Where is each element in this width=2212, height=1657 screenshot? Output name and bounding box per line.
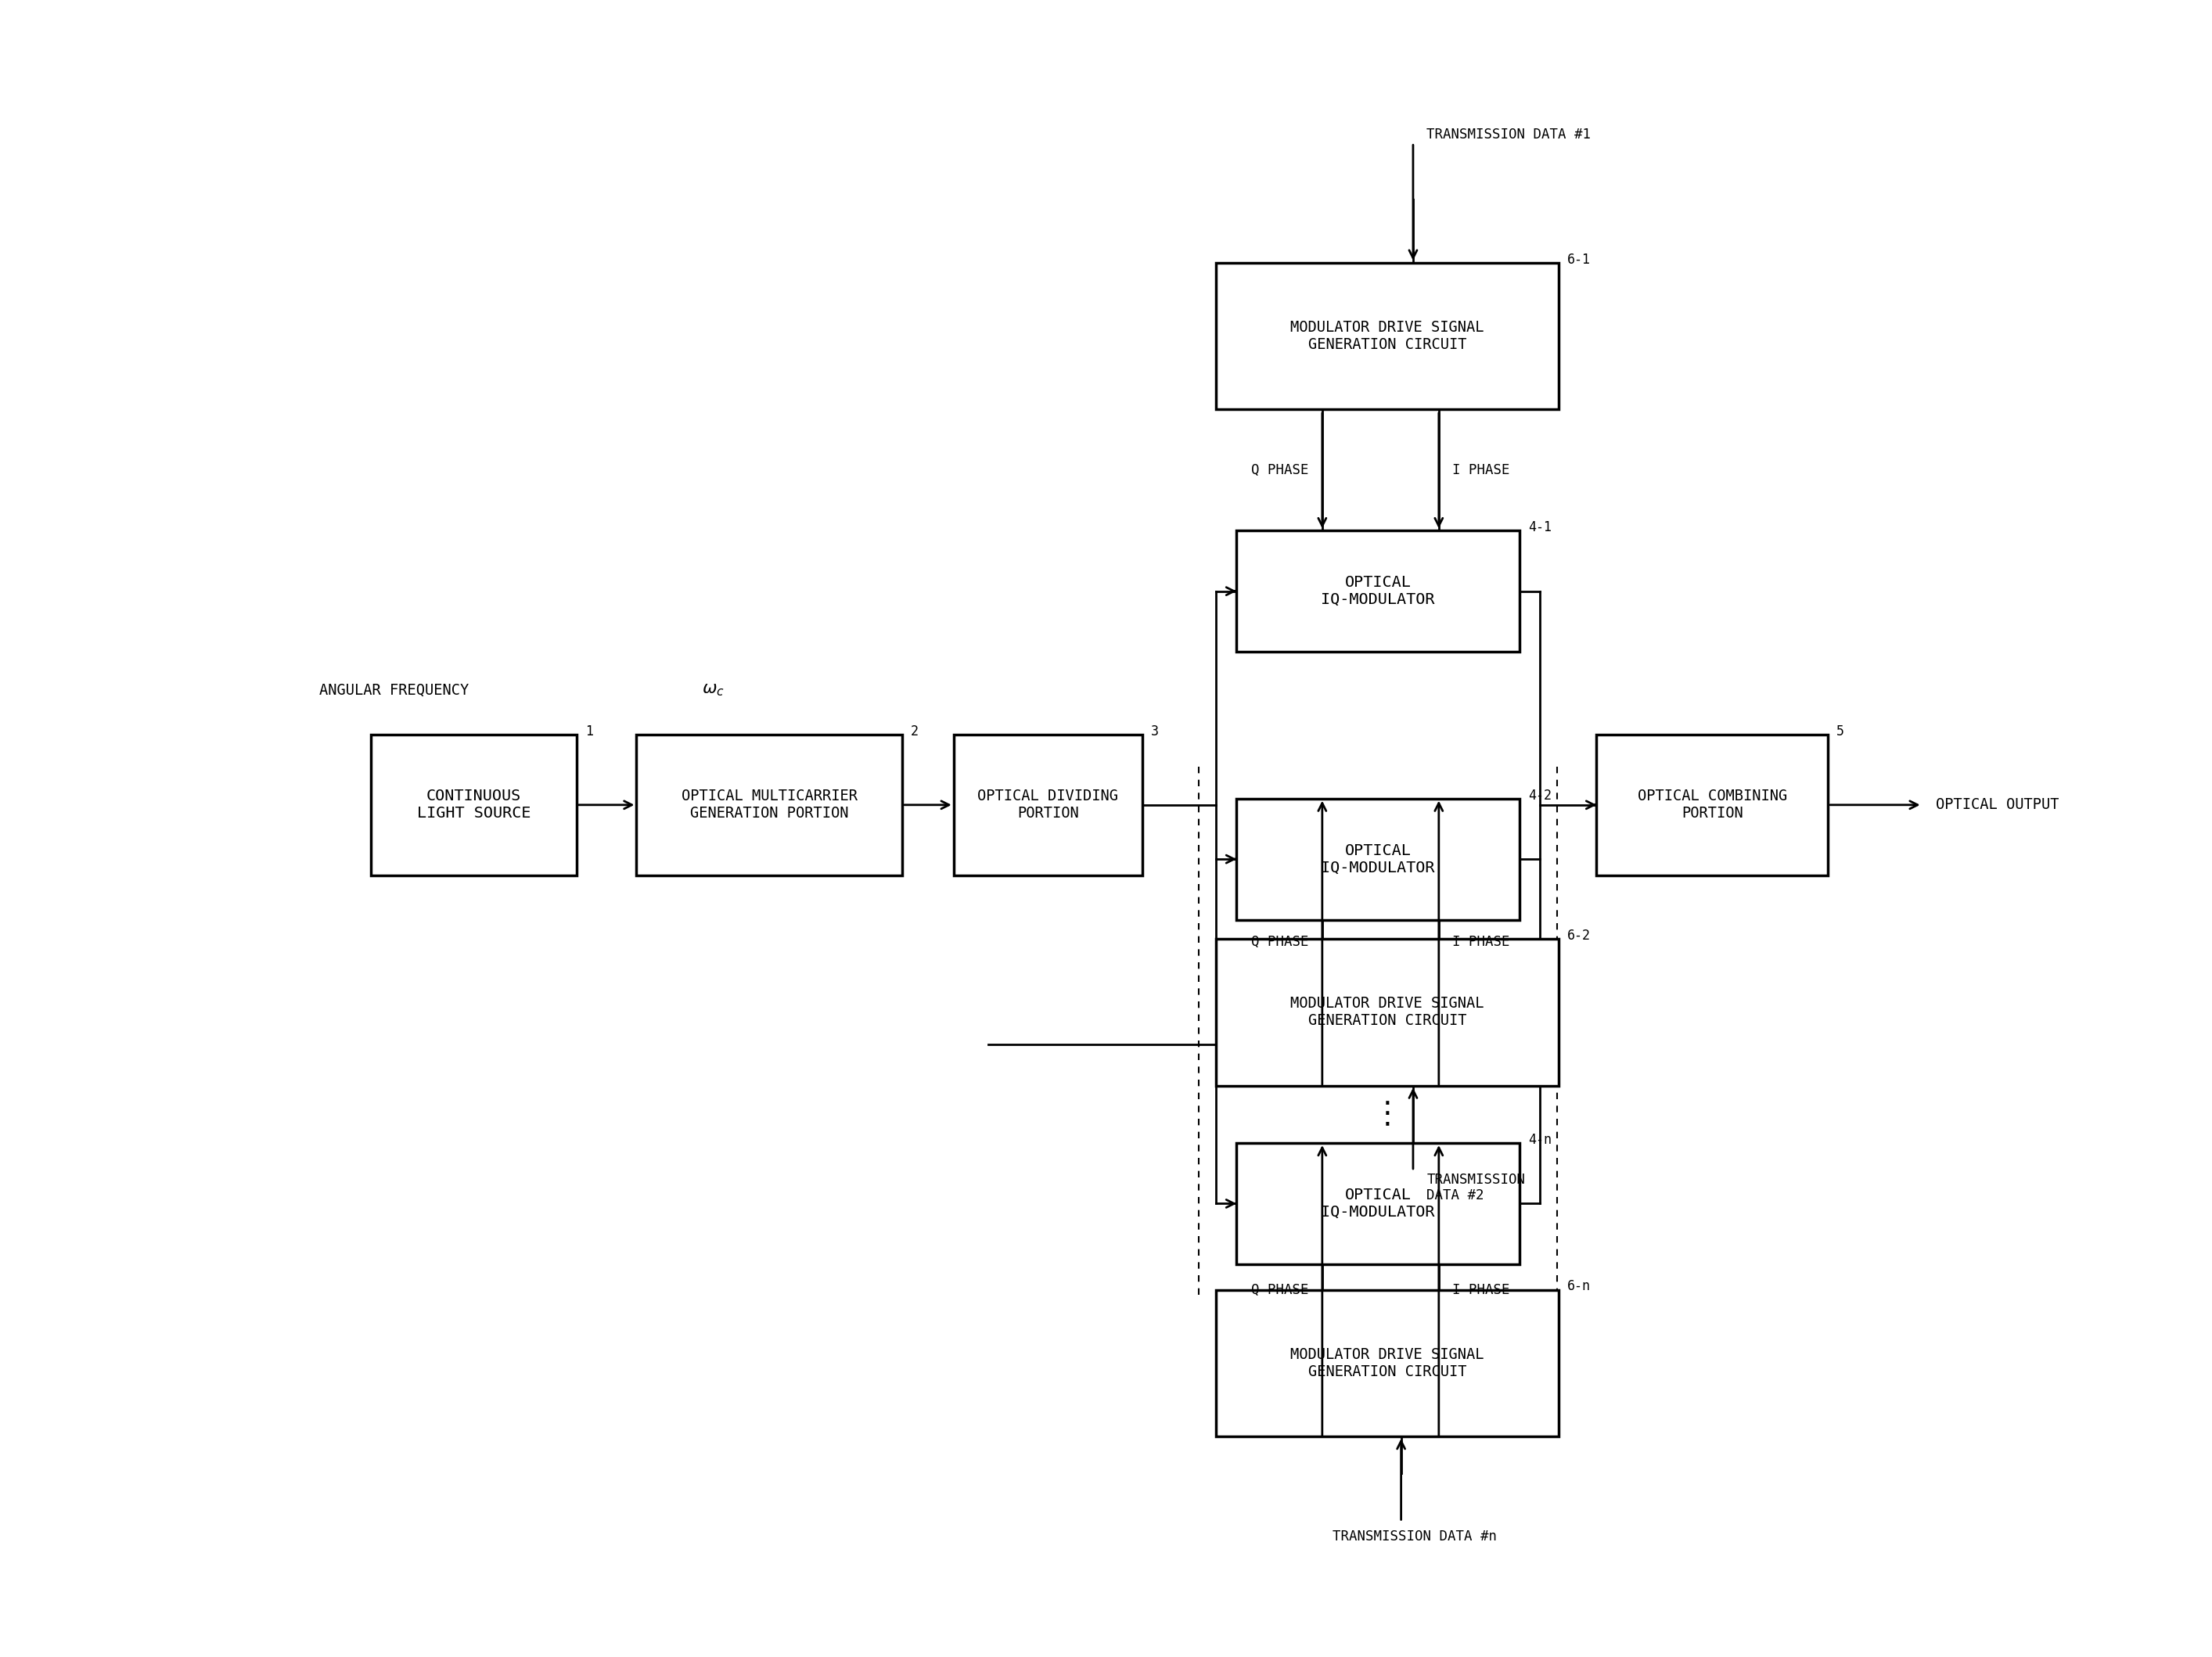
Bar [372, 734, 577, 875]
Text: TRANSMISSION
DATA #2: TRANSMISSION DATA #2 [1427, 1173, 1526, 1203]
Bar [1217, 940, 1559, 1085]
Text: OPTICAL OUTPUT: OPTICAL OUTPUT [1935, 797, 2059, 812]
Text: OPTICAL DIVIDING
PORTION: OPTICAL DIVIDING PORTION [978, 789, 1119, 820]
Text: MODULATOR DRIVE SIGNAL
GENERATION CIRCUIT: MODULATOR DRIVE SIGNAL GENERATION CIRCUI… [1290, 996, 1484, 1029]
Text: 5: 5 [1836, 724, 1845, 739]
Text: 6-n: 6-n [1568, 1279, 1590, 1294]
Text: 4-n: 4-n [1528, 1133, 1551, 1147]
Text: OPTICAL MULTICARRIER
GENERATION PORTION: OPTICAL MULTICARRIER GENERATION PORTION [681, 789, 858, 820]
Text: MODULATOR DRIVE SIGNAL
GENERATION CIRCUIT: MODULATOR DRIVE SIGNAL GENERATION CIRCUI… [1290, 320, 1484, 351]
Text: TRANSMISSION DATA #1: TRANSMISSION DATA #1 [1427, 128, 1590, 141]
Text: 6-2: 6-2 [1568, 928, 1590, 943]
Text: 2: 2 [911, 724, 918, 739]
Bar [1237, 530, 1520, 651]
Text: $\omega_c$: $\omega_c$ [701, 683, 723, 698]
Text: Q PHASE: Q PHASE [1252, 462, 1310, 477]
Bar [1217, 263, 1559, 409]
Bar [1237, 1143, 1520, 1264]
Text: Q PHASE: Q PHASE [1252, 935, 1310, 949]
Text: OPTICAL COMBINING
PORTION: OPTICAL COMBINING PORTION [1637, 789, 1787, 820]
Bar [953, 734, 1141, 875]
Text: TRANSMISSION DATA #n: TRANSMISSION DATA #n [1332, 1529, 1498, 1544]
Text: ANGULAR FREQUENCY: ANGULAR FREQUENCY [319, 683, 487, 698]
Bar [637, 734, 902, 875]
Text: ⋮: ⋮ [1371, 1100, 1402, 1128]
Bar [1597, 734, 1827, 875]
Text: 6-1: 6-1 [1568, 252, 1590, 267]
Text: OPTICAL
IQ-MODULATOR: OPTICAL IQ-MODULATOR [1321, 843, 1436, 875]
Text: Q PHASE: Q PHASE [1252, 1283, 1310, 1297]
Text: 4-2: 4-2 [1528, 789, 1551, 802]
Text: 4-1: 4-1 [1528, 520, 1551, 535]
Text: OPTICAL
IQ-MODULATOR: OPTICAL IQ-MODULATOR [1321, 1188, 1436, 1220]
Bar [1217, 1289, 1559, 1437]
Text: I PHASE: I PHASE [1453, 462, 1511, 477]
Text: OPTICAL
IQ-MODULATOR: OPTICAL IQ-MODULATOR [1321, 575, 1436, 606]
Text: MODULATOR DRIVE SIGNAL
GENERATION CIRCUIT: MODULATOR DRIVE SIGNAL GENERATION CIRCUI… [1290, 1347, 1484, 1379]
Text: I PHASE: I PHASE [1453, 1283, 1511, 1297]
Text: I PHASE: I PHASE [1453, 935, 1511, 949]
Bar [1237, 799, 1520, 920]
Text: 3: 3 [1150, 724, 1159, 739]
Text: 1: 1 [584, 724, 593, 739]
Text: CONTINUOUS
LIGHT SOURCE: CONTINUOUS LIGHT SOURCE [416, 789, 531, 820]
